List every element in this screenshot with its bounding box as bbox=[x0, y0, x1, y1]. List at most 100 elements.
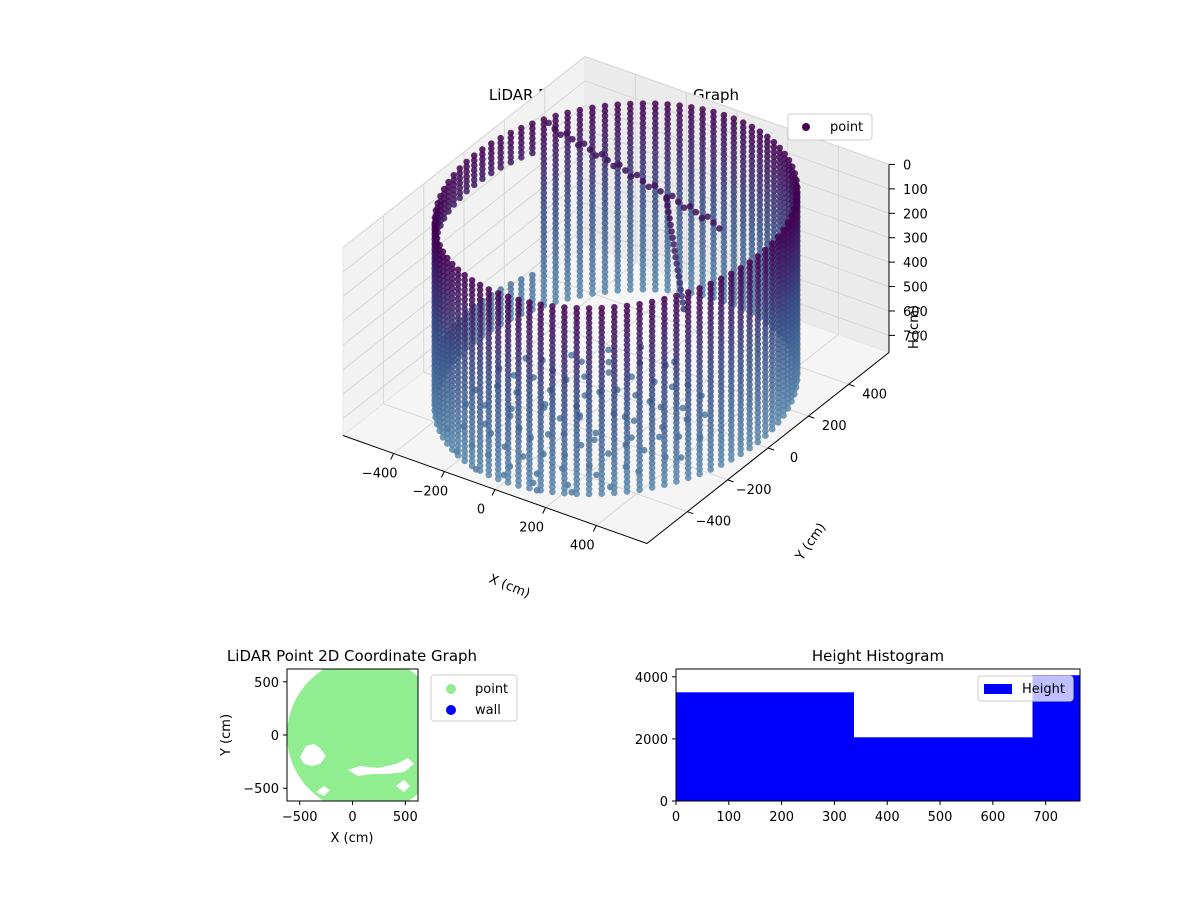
scan-void-lower bbox=[348, 758, 414, 776]
lidar-point bbox=[605, 450, 612, 457]
lidar-point bbox=[526, 484, 533, 492]
lidar-point bbox=[666, 214, 673, 222]
x-tick-label: −500 bbox=[282, 810, 318, 825]
point-cloud-disk bbox=[287, 669, 418, 801]
x-tick-label: 400 bbox=[875, 810, 900, 825]
histogram-ticks: 0 100 200 300 400 500 600 700 0 2000 4000 bbox=[635, 671, 1058, 825]
lidar-point bbox=[774, 418, 782, 426]
lidar-point bbox=[667, 221, 674, 229]
chart-3d: LiDAR Point 3D Coordinate Graph −400−200… bbox=[341, 55, 928, 602]
x-tick-label: 0 bbox=[348, 810, 356, 825]
x-tick bbox=[491, 489, 496, 496]
y-tick bbox=[848, 383, 855, 387]
chart-2d-ylabel: Y (cm) bbox=[219, 714, 234, 757]
lidar-point bbox=[686, 202, 694, 210]
lidar-point bbox=[517, 153, 525, 161]
lidar-point bbox=[601, 288, 609, 295]
lidar-point bbox=[696, 470, 703, 478]
legend-marker-point bbox=[446, 684, 456, 694]
lidar-point bbox=[673, 260, 681, 268]
lidar-point bbox=[673, 478, 680, 485]
chart-3d-legend: point bbox=[787, 113, 873, 141]
x-tick-label: 500 bbox=[393, 810, 418, 825]
lidar-point bbox=[574, 141, 582, 149]
lidar-point bbox=[497, 163, 505, 171]
grid-back-z bbox=[584, 129, 890, 239]
y-tick-label: −500 bbox=[243, 782, 279, 797]
lidar-point bbox=[549, 488, 556, 496]
y-tick bbox=[687, 511, 694, 515]
lidar-point bbox=[651, 285, 659, 293]
chart-2d-ticks: −500 0 500 500 0 −500 bbox=[243, 676, 417, 825]
legend-marker-wall bbox=[446, 705, 456, 715]
chart-2d-plot-area bbox=[287, 669, 418, 801]
lidar-point bbox=[651, 181, 659, 189]
lidar-point bbox=[717, 461, 725, 468]
lidar-point bbox=[737, 450, 745, 458]
lidar-point bbox=[589, 289, 596, 297]
lidar-point bbox=[564, 294, 571, 302]
lidar-point bbox=[561, 489, 568, 497]
lidar-point bbox=[580, 140, 588, 148]
x-tick-label: 500 bbox=[928, 810, 953, 825]
lidar-point bbox=[605, 358, 613, 366]
grid-floor-y bbox=[383, 403, 688, 513]
legend-label-wall: wall bbox=[475, 703, 501, 718]
histogram-bar bbox=[676, 692, 854, 801]
lidar-point bbox=[648, 484, 656, 491]
chart-3d-zlabel: H (cm) bbox=[907, 305, 922, 349]
y-tick-label: 0 bbox=[271, 729, 279, 744]
z-tick-label: 600 bbox=[903, 305, 928, 320]
lidar-point bbox=[470, 181, 478, 189]
lidar-point bbox=[674, 198, 682, 206]
lidar-point bbox=[669, 192, 676, 200]
lidar-point bbox=[671, 247, 678, 255]
lidar-point bbox=[610, 162, 617, 170]
lidar-point bbox=[661, 481, 668, 489]
x-tick-label: 0 bbox=[477, 503, 485, 518]
chart-3d-legend-marker bbox=[802, 123, 810, 131]
lidar-point bbox=[529, 149, 536, 157]
lidar-point bbox=[698, 214, 706, 222]
x-tick-label: 0 bbox=[672, 810, 680, 825]
lidar-point bbox=[663, 195, 670, 203]
lidar-point bbox=[592, 152, 600, 160]
histogram-legend-label: Height bbox=[1022, 682, 1065, 697]
lidar-point bbox=[605, 346, 612, 354]
x-tick-label: 100 bbox=[716, 810, 741, 825]
lidar-point bbox=[598, 150, 606, 158]
lidar-point bbox=[665, 208, 672, 216]
lidar-point bbox=[576, 292, 584, 299]
chart-3d-legend-label: point bbox=[830, 120, 863, 135]
lidar-point bbox=[668, 227, 675, 235]
lidar-point bbox=[664, 202, 671, 209]
lidar-point bbox=[504, 478, 512, 486]
lidar-point bbox=[585, 490, 593, 498]
x-tick-label: 700 bbox=[1033, 810, 1058, 825]
lidar-point bbox=[680, 204, 688, 212]
lidar-point bbox=[456, 194, 464, 202]
chart-3d-points bbox=[431, 100, 801, 498]
y-tick bbox=[767, 447, 775, 451]
z-tick-label: 500 bbox=[903, 281, 928, 296]
lidar-point bbox=[610, 489, 618, 497]
histogram-title: Height Histogram bbox=[812, 647, 944, 665]
lidar-point bbox=[754, 438, 762, 446]
lidar-point bbox=[461, 457, 469, 465]
lidar-point bbox=[614, 286, 622, 294]
lidar-point bbox=[586, 146, 594, 154]
histogram-legend-frame bbox=[977, 675, 1074, 702]
lidar-point bbox=[684, 474, 692, 482]
grid-left-z bbox=[342, 56, 586, 248]
lidar-point bbox=[676, 279, 684, 287]
lidar-point bbox=[485, 471, 493, 479]
grid-back-z bbox=[584, 80, 890, 190]
x-tick bbox=[440, 471, 445, 478]
y-tick-label: 4000 bbox=[635, 671, 668, 686]
lidar-point bbox=[674, 266, 682, 274]
chart-3d-axes: −400 −200 0 200 400 −400 −200 0 200 400 0 100 200 300… bbox=[342, 158, 928, 554]
lidar-point bbox=[704, 213, 711, 221]
lidar-point bbox=[639, 177, 647, 185]
lidar-point bbox=[592, 429, 600, 437]
